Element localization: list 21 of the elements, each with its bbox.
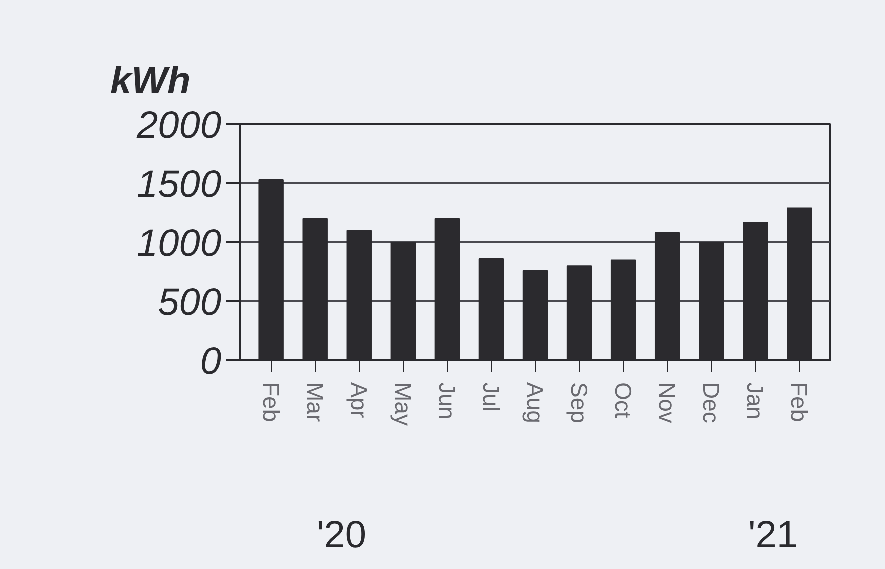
x-tick-label: Nov <box>654 382 681 424</box>
x-tick-label: Oct <box>610 382 637 419</box>
x-tick-label: Dec <box>698 382 725 424</box>
x-tick-label: Mar <box>302 382 328 422</box>
y-tick-label: 0 <box>200 341 222 383</box>
x-tick-label: May <box>390 382 416 426</box>
text: '21 <box>748 514 798 556</box>
x-tick-label: Aug <box>522 382 548 424</box>
x-tick-label: Sep <box>566 382 593 424</box>
y-tick-label: 1000 <box>136 223 222 265</box>
y-tick-label: 1500 <box>136 164 222 206</box>
x-tick-label: Feb <box>786 382 813 422</box>
y-tick-label: 2000 <box>136 105 222 147</box>
text: '20 <box>317 514 367 556</box>
x-tick-label: Jun <box>434 382 460 420</box>
y-axis-title: kWh <box>110 60 191 102</box>
y-tick-label: 500 <box>158 282 222 324</box>
x-tick-label: Jul <box>478 382 504 412</box>
x-tick-label: Jan <box>742 382 769 420</box>
x-tick-label: Feb <box>258 382 284 422</box>
x-tick-label: Apr <box>346 382 372 419</box>
